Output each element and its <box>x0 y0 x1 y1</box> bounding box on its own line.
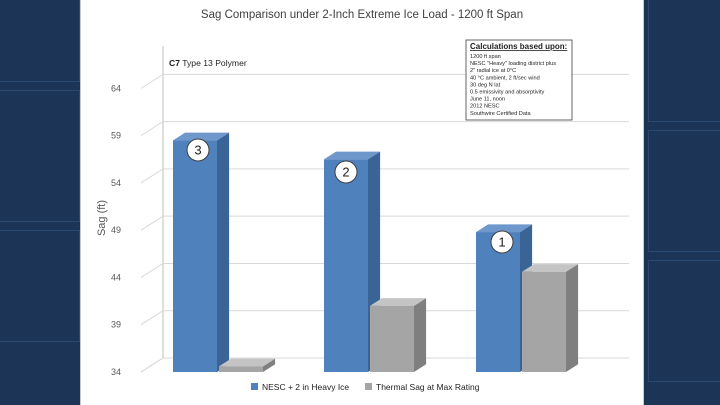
bar-top <box>324 151 381 160</box>
bar-top <box>173 132 230 141</box>
bar-thermal-c7 <box>219 366 263 372</box>
legend-label: NESC + 2 in Heavy Ice <box>262 382 349 392</box>
calc-box-line: 1200 ft span <box>470 54 501 60</box>
rank-badge <box>334 160 358 184</box>
calc-box-line: 0.5 emissivity and absorptivity <box>470 90 545 96</box>
annotation-bold: C7 <box>169 58 180 68</box>
y-tick-label: 59 <box>111 131 121 141</box>
bar-top <box>370 298 427 306</box>
legend-label: Thermal Sag at Max Rating <box>376 382 480 392</box>
annotation-rest: Type 13 Polymer <box>180 58 247 68</box>
annotation-layer: C7 Type 13 Polymer <box>169 58 247 68</box>
background-tile <box>0 0 80 82</box>
y-tick-label: 44 <box>111 272 121 282</box>
background-tile <box>0 230 80 342</box>
bar-top <box>219 358 276 367</box>
calc-box-line: June 11, noon <box>470 97 505 103</box>
calc-box-line: 30 deg N lat <box>470 82 501 88</box>
bar-side <box>217 132 230 372</box>
calculation-box: Calculations based upon: 1200 ft spanNESC… <box>465 39 573 121</box>
gridline-side <box>140 121 164 137</box>
rank-badge-number: 1 <box>498 235 505 250</box>
bar-thermal-max-ice <box>522 271 566 372</box>
y-tick-label: 34 <box>111 367 121 377</box>
y-axis: 34 39 44 49 54 59 64 Sag (ft) <box>96 83 121 377</box>
background-tile <box>648 0 720 122</box>
gridline-side <box>140 357 164 373</box>
chart-title: Sag Comparison under 2-Inch Extreme Ice … <box>201 9 523 21</box>
legend-swatch <box>365 383 372 390</box>
bar-ice-max-ice <box>476 232 520 372</box>
sag-comparison-chart: Sag Comparison under 2-Inch Extreme Ice … <box>96 9 629 392</box>
gridline-side <box>140 310 164 326</box>
calc-box-line: 2012 NESC <box>470 104 500 110</box>
y-tick-label: 54 <box>111 178 121 188</box>
chart-panel: Sag Comparison under 2-Inch Extreme Ice … <box>80 0 644 405</box>
rank-badge-number: 3 <box>194 143 201 158</box>
bar-side <box>414 298 427 372</box>
bar-side <box>263 358 276 372</box>
calc-box-line: NESC "Heavy" loading district plus <box>470 61 556 67</box>
background-tile <box>648 130 720 252</box>
bar-ice-c7 <box>173 140 217 372</box>
bar-thermal-hs285 <box>370 305 414 372</box>
rank-badge-number: 2 <box>342 165 349 180</box>
calc-box-border <box>465 39 573 121</box>
y-tick-label: 64 <box>111 83 121 93</box>
bar-top <box>522 264 579 272</box>
background-tile <box>648 260 720 382</box>
bar-layer <box>173 132 579 372</box>
calc-box-heading: Calculations based upon: <box>470 42 567 51</box>
calc-box-line: Southwire Certified Data <box>470 111 532 117</box>
gridline-side <box>140 263 164 278</box>
rank-badge <box>186 138 210 162</box>
bar-side <box>566 264 579 372</box>
gridline-side <box>140 215 164 231</box>
rank-badge <box>490 230 514 254</box>
legend: NESC + 2 in Heavy Ice Thermal Sag at Max … <box>251 382 480 392</box>
bar-ice-hs285 <box>324 159 368 372</box>
annotation-line: C7 Type 13 Polymer <box>169 58 247 68</box>
gridline-side <box>140 73 164 89</box>
bar-top <box>476 224 533 233</box>
background-tile <box>0 90 80 222</box>
y-axis-label: Sag (ft) <box>96 200 108 236</box>
calc-box-line: 2" radial ice at 0°C <box>470 68 516 74</box>
calc-box-line: 40 °C ambient, 2 ft/sec wind <box>470 75 540 81</box>
y-tick-label: 49 <box>111 225 121 235</box>
gridline-side <box>140 168 164 184</box>
y-tick-label: 39 <box>111 320 121 330</box>
legend-swatch <box>251 383 258 390</box>
badge-layer: 3 2 1 <box>186 138 514 254</box>
